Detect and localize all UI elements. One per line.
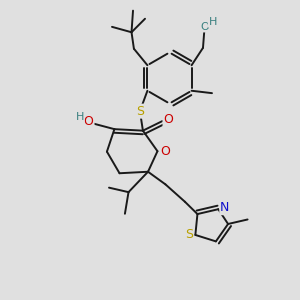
Text: O: O xyxy=(164,113,173,126)
Text: S: S xyxy=(185,228,193,242)
Text: N: N xyxy=(220,201,230,214)
Text: H: H xyxy=(75,112,84,122)
Text: O: O xyxy=(84,115,94,128)
Text: O: O xyxy=(160,145,170,158)
Text: S: S xyxy=(136,105,144,118)
Text: H: H xyxy=(209,17,217,27)
Text: O: O xyxy=(200,22,209,32)
